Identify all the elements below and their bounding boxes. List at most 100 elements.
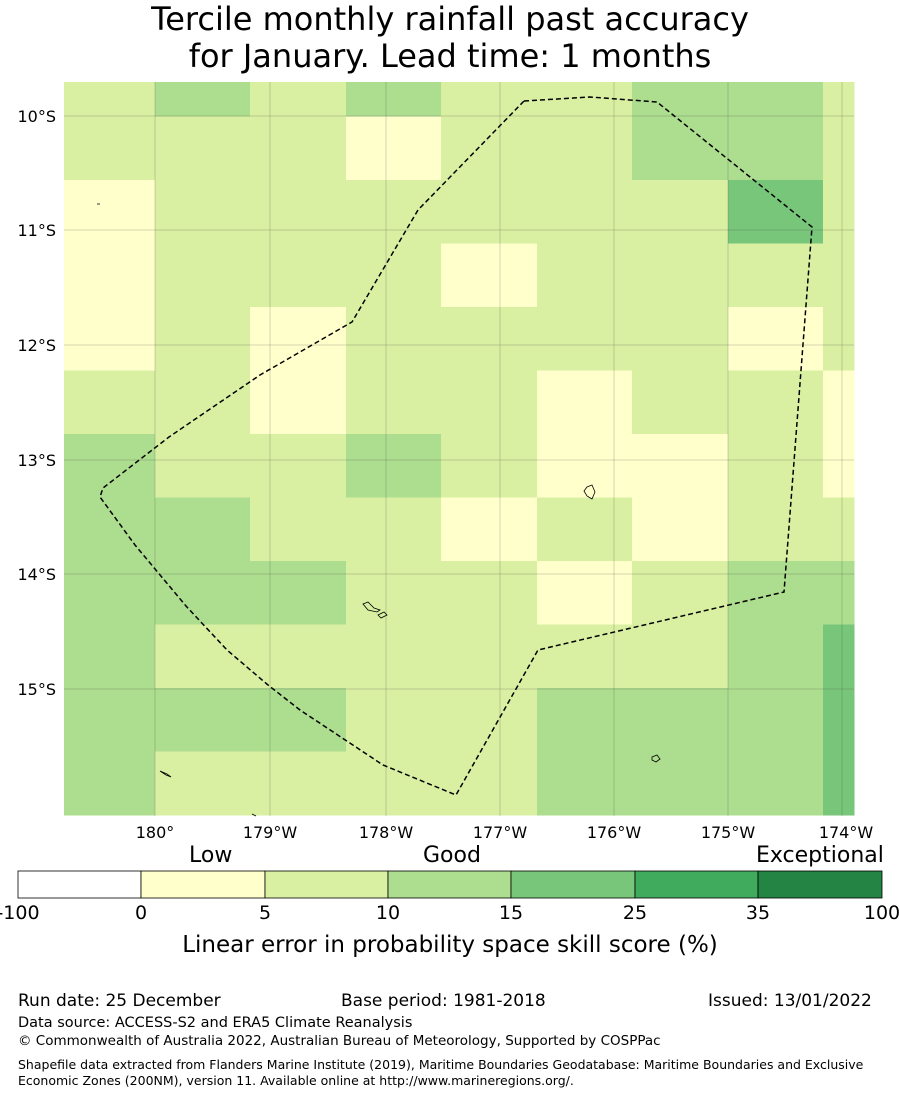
skill-cell xyxy=(728,751,824,816)
skill-cell xyxy=(346,370,442,435)
longitude-label: 177°W xyxy=(473,823,528,842)
skill-cell xyxy=(441,434,538,498)
skill-cell xyxy=(537,307,633,371)
skill-cell xyxy=(537,243,633,308)
latitude-label: 10°S xyxy=(17,107,56,126)
skill-grid xyxy=(64,82,855,816)
skill-cell xyxy=(155,370,251,435)
skill-cell xyxy=(632,434,729,498)
skill-cell xyxy=(250,116,347,181)
colorbar-segment xyxy=(387,870,512,899)
colorbar-tick-label: -100 xyxy=(0,902,40,924)
skill-cell xyxy=(250,370,347,435)
skill-cell xyxy=(64,497,156,562)
skill-cell xyxy=(64,82,156,117)
skill-cell xyxy=(537,497,633,562)
colorbar-tick-label: 10 xyxy=(375,902,401,924)
skill-cell xyxy=(64,180,156,244)
skill-cell xyxy=(823,180,855,244)
skill-cell xyxy=(823,561,855,625)
skill-cell xyxy=(537,751,633,816)
skill-cell xyxy=(632,751,729,816)
skill-cell xyxy=(728,307,824,371)
skill-cell xyxy=(346,561,442,625)
skill-cell xyxy=(537,116,633,181)
skill-cell xyxy=(728,624,824,689)
skill-cell xyxy=(64,307,156,371)
skill-cell xyxy=(632,370,729,435)
copyright: © Commonwealth of Australia 2022, Austra… xyxy=(18,1033,661,1049)
skill-cell xyxy=(632,497,729,562)
longitude-label: 179°W xyxy=(243,823,298,842)
skill-cell xyxy=(441,370,538,435)
skill-cell xyxy=(346,688,442,752)
colorbar-segment xyxy=(140,870,266,899)
skill-cell xyxy=(64,624,156,689)
skill-cell xyxy=(155,497,251,562)
data-source: Data source: ACCESS-S2 and ERA5 Climate … xyxy=(18,1015,413,1031)
skill-cell xyxy=(155,434,251,498)
skill-cell xyxy=(64,243,156,308)
colorbar-tick-label: 35 xyxy=(745,902,771,924)
colorbar-segment xyxy=(510,870,636,899)
colorbar-segment xyxy=(264,870,389,899)
skill-cell xyxy=(250,688,347,752)
islands xyxy=(97,203,661,817)
skill-cell xyxy=(155,624,251,689)
map-title-line-1: Tercile monthly rainfall past accuracy xyxy=(151,0,749,38)
skill-cell xyxy=(441,307,538,371)
island-samoa-upolu xyxy=(362,601,381,613)
island-southwest xyxy=(159,770,172,778)
skill-cell xyxy=(537,434,633,498)
colorbar-segment xyxy=(634,870,759,899)
skill-cell xyxy=(441,751,538,816)
latitude-label: 13°S xyxy=(17,451,56,470)
skill-cell xyxy=(346,116,442,181)
skill-cell xyxy=(632,561,729,625)
latitude-label: 15°S xyxy=(17,680,56,699)
skill-cell xyxy=(728,561,824,625)
issued-date: Issued: 13/01/2022 xyxy=(708,991,872,1011)
skill-cell xyxy=(64,561,156,625)
skill-cell xyxy=(823,751,855,816)
skill-cell xyxy=(346,82,442,117)
colorbar-segment xyxy=(17,870,142,899)
skill-cell xyxy=(823,243,855,308)
latitude-label: 14°S xyxy=(17,565,56,584)
skill-cell xyxy=(728,243,824,308)
skill-cell xyxy=(632,243,729,308)
skill-cell xyxy=(728,82,824,117)
map-figure: 10°S11°S12°S13°S14°S15°S 180° 179°W 178°W 1… xyxy=(17,82,883,899)
skill-cell xyxy=(155,561,251,625)
skill-cell xyxy=(441,497,538,562)
skill-cell xyxy=(441,688,538,752)
island-swains xyxy=(583,484,596,500)
colorbar-title: Linear error in probability space skill … xyxy=(182,932,718,958)
skill-cell xyxy=(250,434,347,498)
skill-cell xyxy=(441,624,538,689)
latitude-labels: 10°S 11°S 12°S 13°S 14°S 15°S xyxy=(17,107,56,699)
run-date: Run date: 25 December xyxy=(18,991,221,1011)
skill-cell xyxy=(155,751,251,816)
skill-cell xyxy=(537,561,633,625)
longitude-label: 175°W xyxy=(701,823,756,842)
island-bottom-edge xyxy=(251,813,257,817)
skill-cell xyxy=(537,370,633,435)
skill-cell xyxy=(728,434,824,498)
colorbar-category-low: Low xyxy=(189,843,233,868)
colorbar-segment xyxy=(757,870,883,899)
skill-cell xyxy=(728,370,824,435)
skill-cell xyxy=(250,180,347,244)
skill-cell xyxy=(346,497,442,562)
skill-cell xyxy=(441,82,538,117)
skill-cell xyxy=(155,243,251,308)
colorbar-category-good: Good xyxy=(423,843,481,868)
skill-cell xyxy=(250,561,347,625)
skill-cell xyxy=(155,180,251,244)
skill-cell xyxy=(441,116,538,181)
skill-cell xyxy=(537,624,633,689)
skill-cell xyxy=(823,116,855,181)
skill-cell xyxy=(64,688,156,752)
skill-cell xyxy=(823,497,855,562)
skill-cell xyxy=(64,370,156,435)
